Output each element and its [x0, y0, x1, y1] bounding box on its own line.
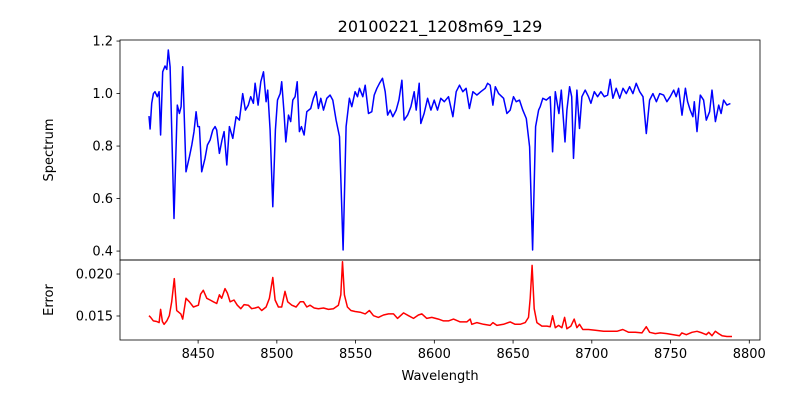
error-y-tick-label: 0.020	[76, 268, 113, 283]
error-series-line	[148, 261, 732, 338]
error-y-tick-label: 0.015	[76, 309, 113, 324]
chart-title: 20100221_1208m69_129	[338, 17, 543, 37]
y-axis-label-spectrum: Spectrum	[42, 119, 57, 182]
error-x-tick-label: 8700	[575, 347, 608, 362]
spectrum-y-tick-label: 1.2	[92, 35, 113, 50]
y-axis-label-error: Error	[42, 284, 57, 316]
spectrum-y-tick-label: 0.4	[92, 245, 113, 260]
error-axes-frame	[119, 259, 761, 341]
spectrum-y-tick-label: 0.6	[92, 192, 113, 207]
error-x-tick-label: 8450	[182, 347, 215, 362]
error-x-tick-label: 8650	[497, 347, 530, 362]
spectrum-axes: 0.4 0.6 0.8 1.0 1.2	[92, 35, 761, 261]
error-x-tick-label: 8750	[654, 347, 687, 362]
error-x-tick-label: 8500	[260, 347, 293, 362]
error-x-tick-label: 8550	[339, 347, 372, 362]
spectrum-y-tick-label: 1.0	[92, 87, 113, 102]
error-x-tick-label: 8800	[733, 347, 766, 362]
spectrum-series-line	[148, 49, 731, 251]
spectrum-y-tick-label: 0.8	[92, 140, 113, 155]
x-axis-label: Wavelength	[401, 369, 478, 384]
error-axes: 0.015 0.020 8450 8500 8550 8600 8650 8700 8750 88…	[76, 259, 766, 362]
error-x-tick-label: 8600	[418, 347, 451, 362]
